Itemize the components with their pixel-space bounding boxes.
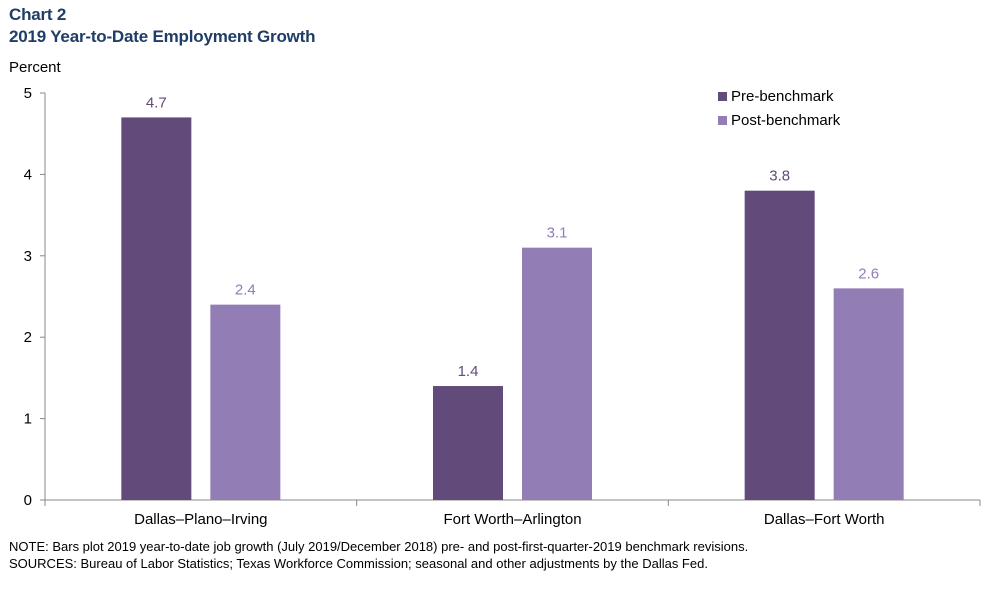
bar-post-benchmark — [833, 288, 904, 500]
y-tick-label: 0 — [24, 492, 32, 509]
legend-label: Post-benchmark — [731, 112, 841, 129]
y-axis-label: Percent — [9, 59, 62, 76]
y-tick-label: 5 — [24, 85, 32, 102]
data-label: 1.4 — [458, 363, 479, 380]
data-label: 3.1 — [547, 225, 568, 242]
data-label: 2.4 — [235, 282, 256, 299]
legend-swatch — [718, 92, 727, 101]
x-tick-label: Dallas–Fort Worth — [764, 511, 885, 528]
x-axis: Dallas–Plano–Irving Fort Worth–Arlington D… — [44, 499, 981, 528]
bar-pre-benchmark — [121, 117, 192, 501]
y-tick-label: 2 — [24, 329, 32, 346]
data-label: 4.7 — [146, 94, 167, 111]
bar-chart: Percent 0 1 2 3 4 5 Dallas–Plano–Irving Fort W… — [9, 59, 981, 528]
bar-pre-benchmark — [744, 190, 815, 500]
y-tick-label: 3 — [24, 248, 32, 265]
y-axis: 0 1 2 3 4 5 — [24, 85, 46, 509]
legend-label: Pre-benchmark — [731, 88, 834, 105]
bar-pre-benchmark — [433, 386, 503, 500]
y-tick-label: 1 — [24, 411, 32, 428]
y-tick-label: 4 — [24, 166, 32, 183]
bar-post-benchmark — [522, 247, 592, 500]
bar-post-benchmark — [210, 304, 281, 500]
chart-sources: SOURCES: Bureau of Labor Statistics; Tex… — [9, 556, 708, 571]
bars-group: 4.7 2.4 1.4 3.1 3.8 2.6 — [121, 94, 904, 501]
data-label: 3.8 — [769, 168, 790, 185]
chart-note: NOTE: Bars plot 2019 year-to-date job gr… — [9, 539, 749, 554]
x-tick-label: Fort Worth–Arlington — [443, 511, 581, 528]
x-tick-label: Dallas–Plano–Irving — [134, 511, 267, 528]
data-label: 2.6 — [858, 265, 879, 282]
chart-number: Chart 2 — [9, 5, 67, 24]
chart-title: 2019 Year-to-Date Employment Growth — [9, 27, 316, 46]
legend-swatch — [718, 116, 727, 125]
legend: Pre-benchmark Post-benchmark — [718, 88, 841, 129]
